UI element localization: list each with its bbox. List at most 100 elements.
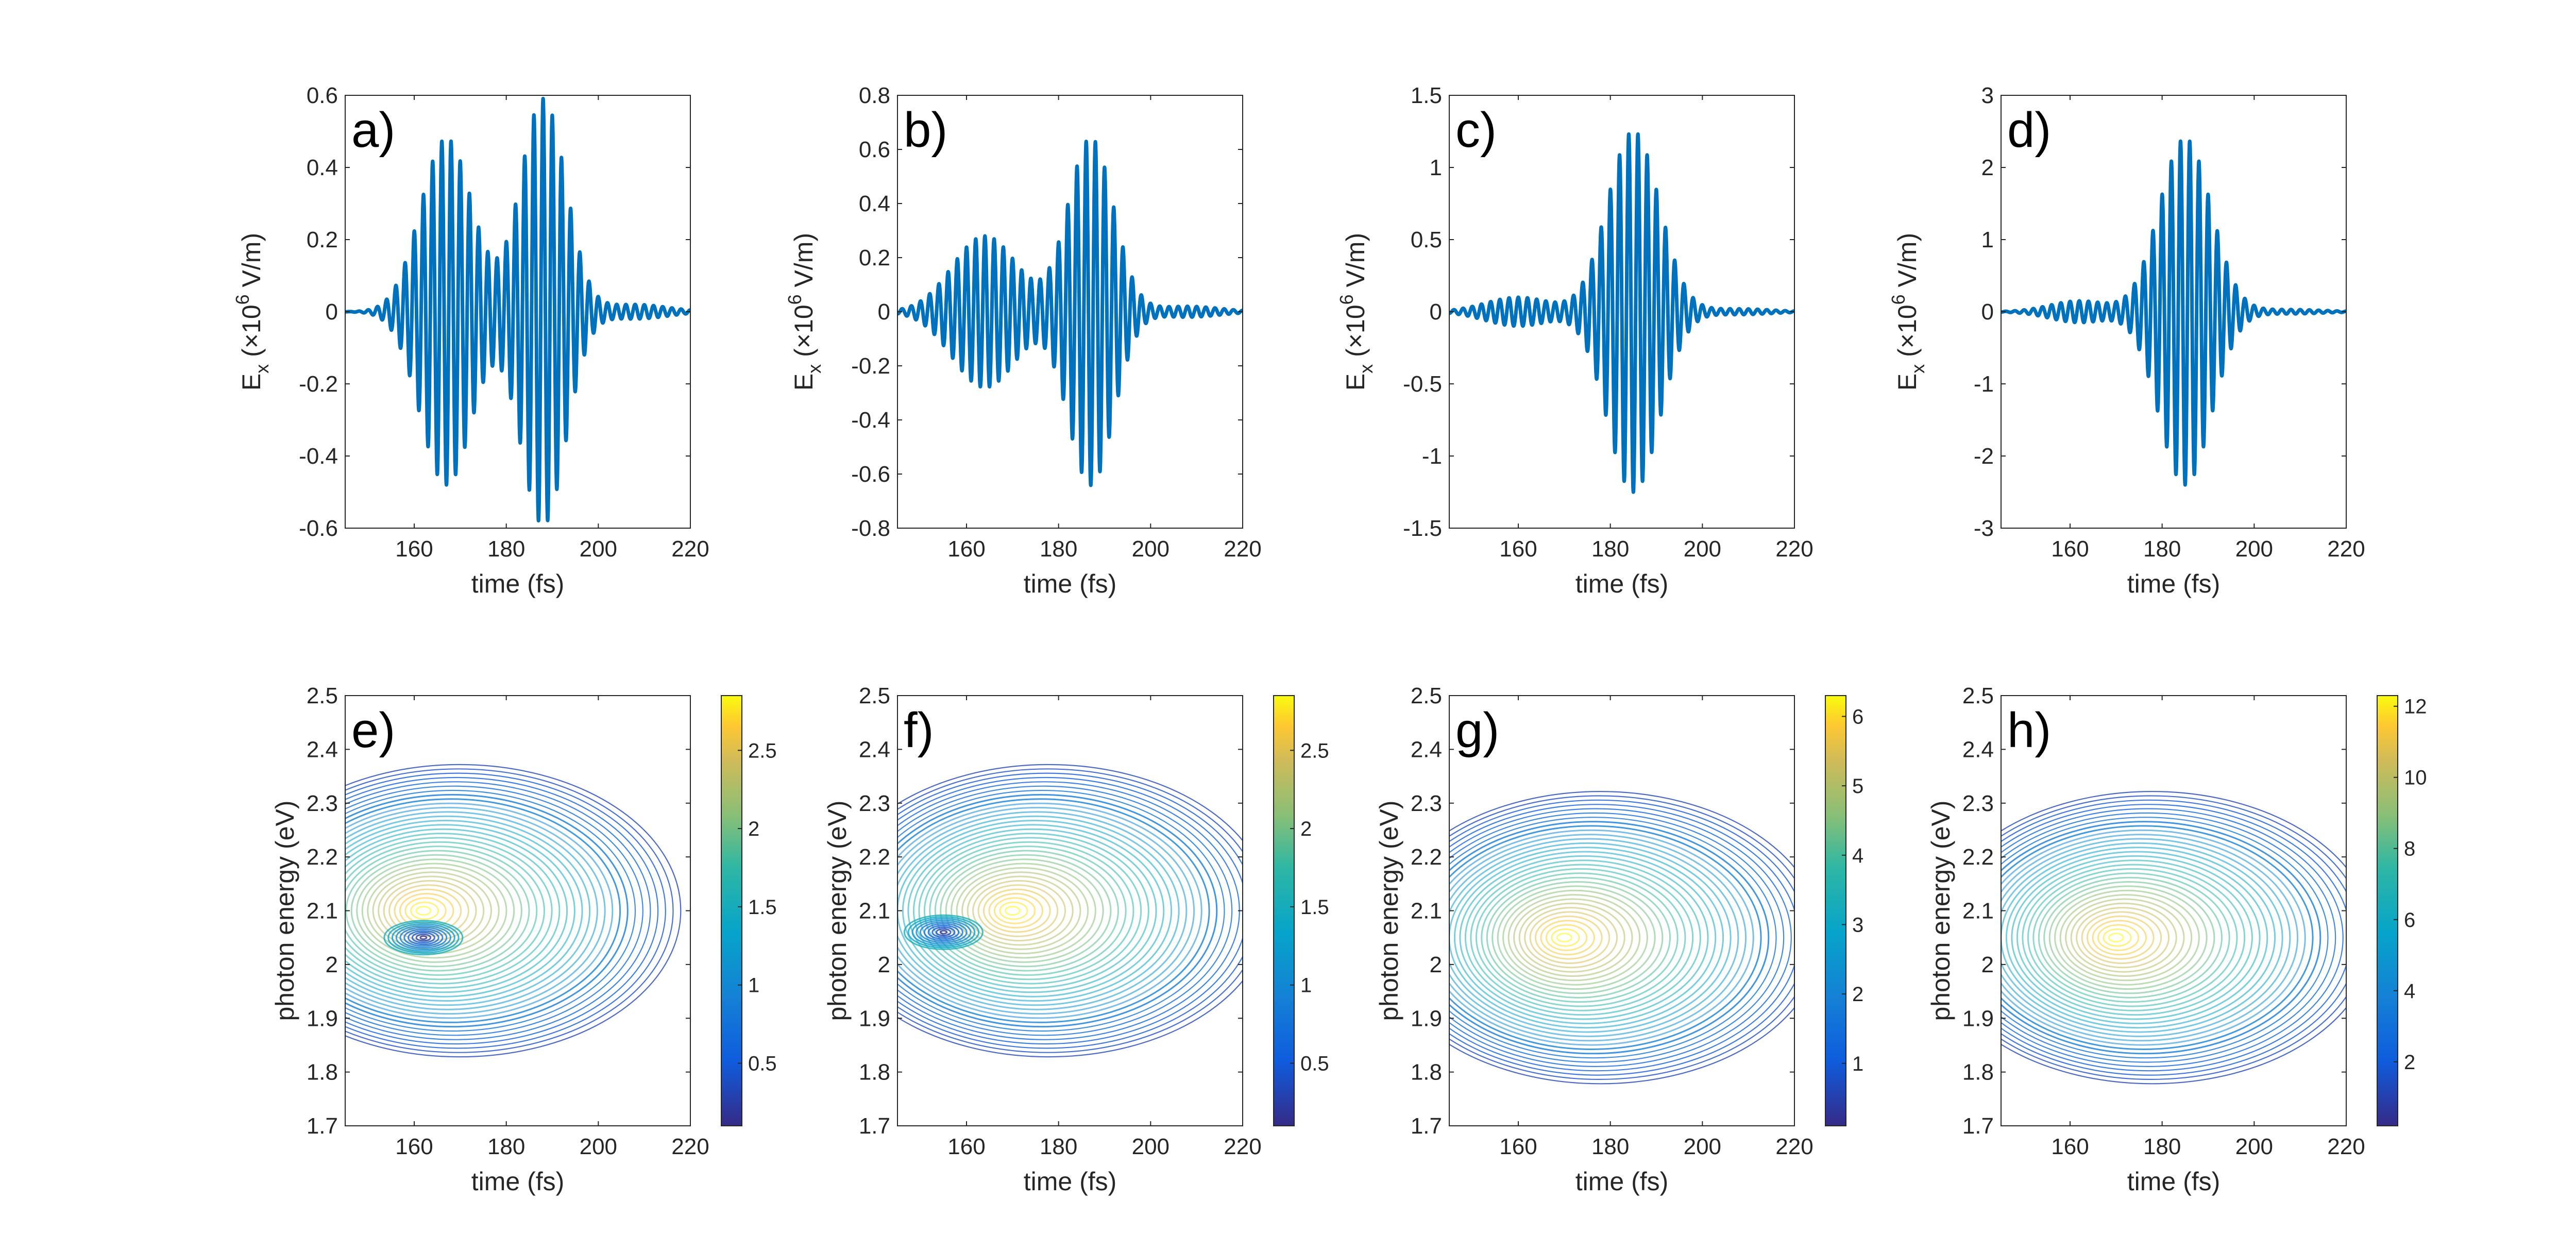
panel-f-axes-box: [897, 695, 1243, 1126]
panel-e-contour-level: [345, 806, 606, 1015]
panel-h-ytick-label: 1.8: [1962, 1060, 1994, 1085]
panel-g-contour-level: [1449, 829, 1754, 1046]
panel-c-ytick-label: -1.5: [1403, 516, 1442, 541]
panel-d-xlabel: time (fs): [2127, 569, 2221, 598]
panel-e-colorbar-tick-label: 2.5: [748, 739, 777, 762]
panel-e-ytick-label: 2.2: [307, 844, 338, 870]
panel-e-colorbar: [721, 695, 742, 1126]
panel-g-colorbar-tick-label: 4: [1852, 844, 1863, 867]
panel-a-xtick-label: 180: [487, 536, 525, 562]
panel-f-contour-level: [956, 867, 1089, 955]
panel-b-panel-label: b): [904, 103, 947, 158]
panel-e-dip-contour: [387, 921, 460, 954]
panel-g-contour-level: [1449, 834, 1747, 1042]
panel-f-dip-contour: [927, 924, 960, 940]
panel-g-xlabel: time (fs): [1575, 1167, 1669, 1196]
panel-f-contour-level: [907, 828, 1157, 993]
panel-f-dip-contour: [907, 916, 980, 949]
panel-f-colorbar-tick-label: 1: [1300, 974, 1312, 997]
panel-a-xtick-label: 200: [580, 536, 617, 562]
panel-f-colorbar: [1273, 695, 1295, 1126]
panel-h-contour-level: [2065, 898, 2185, 977]
panel-e-contour-level: [394, 888, 462, 933]
panel-e-contour-level: [361, 863, 507, 959]
panel-f-colorbar-tick-label: 1.5: [1300, 896, 1329, 919]
panel-h-ytick-label: 2.5: [1962, 683, 1994, 708]
panel-h-ytick-label: 2.3: [1962, 791, 1994, 816]
panel-f-dip-contour: [916, 919, 972, 945]
panel-h-contour-level: [2001, 795, 2346, 1080]
panel-h-contour-level: [2032, 872, 2230, 1003]
panel-g-contour-level: [1492, 881, 1664, 994]
panel-g-ytick-label: 2: [1430, 952, 1442, 977]
panel-e-xtick-label: 220: [671, 1134, 709, 1159]
panel-e-ytick-label: 1.8: [307, 1060, 338, 1085]
panel-e-ytick-label: 2.3: [307, 791, 338, 816]
panel-g-colorbar: [1825, 695, 1846, 1126]
panel-e-contour-level: [345, 768, 674, 1053]
panel-f-contour-level: [929, 846, 1127, 976]
panel-h-xtick-label: 220: [2327, 1134, 2365, 1159]
panel-f-dip-contour: [931, 926, 956, 938]
panel-g-contour-level: [1449, 842, 1732, 1033]
panel-b-xtick-label: 180: [1040, 536, 1077, 562]
panel-e: 160 180 200 220 1.7 1.8 1.9 2 2.1 2.2 2.3 2.4 2.5 tim…: [270, 683, 777, 1196]
panel-g-contour-level: [1497, 885, 1656, 990]
panel-e-dip-contour: [419, 935, 428, 940]
panel-h-contour-level: [2054, 889, 2200, 986]
panel-a-xlabel: time (fs): [471, 569, 565, 598]
panel-h-contour-level: [2005, 851, 2268, 1024]
panel-g-ylabel: photon energy (eV): [1375, 800, 1403, 1021]
panel-f-contour-level: [972, 880, 1066, 942]
panel-g-xtick-label: 200: [1684, 1134, 1721, 1159]
panel-b: 160 180 200 220 -0.8 -0.6 -0.4 -0.2 0 0.2 0.4 0.6 0.…: [784, 83, 1262, 598]
panel-g-contour-level: [1449, 791, 1794, 1085]
panel-e-xtick-label: 200: [580, 1134, 617, 1159]
panel-f: 160 180 200 220 1.7 1.8 1.9 2 2.1 2.2 2.3 2.4 2.5 tim…: [823, 683, 1329, 1196]
panel-g-contour-level: [1449, 808, 1792, 1067]
panel-c-xlabel: time (fs): [1575, 569, 1669, 598]
panel-f-contour-level: [897, 798, 1210, 1023]
panel-a-ytick-label: 0.6: [307, 83, 338, 108]
panel-h-contour-level: [2001, 799, 2346, 1076]
panel-h-contour-level: [2043, 881, 2215, 994]
panel-e-ytick-label: 1.9: [307, 1006, 338, 1031]
panel-a-ytick-label: 0.4: [307, 155, 338, 180]
panel-f-colorbar-tick-label: 2.5: [1300, 739, 1329, 762]
panel-e-ytick-label: 1.7: [307, 1113, 338, 1139]
panel-f-contour-level: [897, 802, 1202, 1019]
panel-b-ytick-label: -0.6: [851, 462, 890, 487]
panel-e-dip-contour: [403, 928, 444, 947]
panel-f-ytick-label: 1.8: [859, 1060, 890, 1085]
panel-h-colorbar: [2377, 695, 2398, 1126]
panel-c-ytick-label: -1: [1422, 444, 1442, 469]
panel-f-ytick-label: 2: [878, 952, 890, 977]
panel-f-contour-level: [951, 863, 1096, 959]
panel-e-contour-level: [345, 772, 666, 1049]
panel-g-contour-level: [1449, 817, 1777, 1059]
panel-e-contour-level: [345, 841, 545, 981]
panel-f-ytick-label: 2.3: [859, 791, 890, 816]
panel-d-series-line: [2001, 139, 2346, 487]
panel-h-colorbar-tick-label: 12: [2404, 696, 2427, 718]
panel-g-contour-level: [1449, 804, 1794, 1072]
panel-f-colorbar-tick-label: 0.5: [1300, 1053, 1329, 1075]
panel-a-ylabel: Ex (×106 V/m): [232, 233, 273, 391]
panel-e-contour-level: [345, 781, 651, 1040]
panel-h-contour-level: [2076, 907, 2170, 969]
panel-g-colorbar-tick-label: 3: [1852, 914, 1863, 936]
panel-g: 160 180 200 220 1.7 1.8 1.9 2 2.1 2.2 2.3 2.4 2.5 tim…: [1375, 683, 1863, 1196]
panel-h-ytick-label: 1.7: [1962, 1113, 1994, 1139]
panel-h-contour-level: [2001, 834, 2299, 1042]
panel-h: 160 180 200 220 1.7 1.8 1.9 2 2.1 2.2 2.3 2.4 2.5 tim…: [1926, 683, 2427, 1196]
panel-b-ytick-label: 0.8: [859, 83, 890, 108]
panel-g-contour-level: [1545, 924, 1588, 951]
panel-g-contour-level: [1502, 889, 1648, 986]
panel-g-contour-level: [1464, 859, 1701, 1016]
panel-e-contour-level: [345, 820, 583, 1002]
panel-d: 160 180 200 220 -3 -2 -1 0 1 2 3 time (fs) d) Ex (×10…: [1888, 83, 2365, 598]
panel-h-contour-level: [2027, 868, 2238, 1007]
panel-g-contour-level: [1449, 812, 1785, 1063]
panel-d-ytick-label: 0: [1981, 299, 1994, 325]
panel-g-contour-level: [1513, 898, 1633, 977]
